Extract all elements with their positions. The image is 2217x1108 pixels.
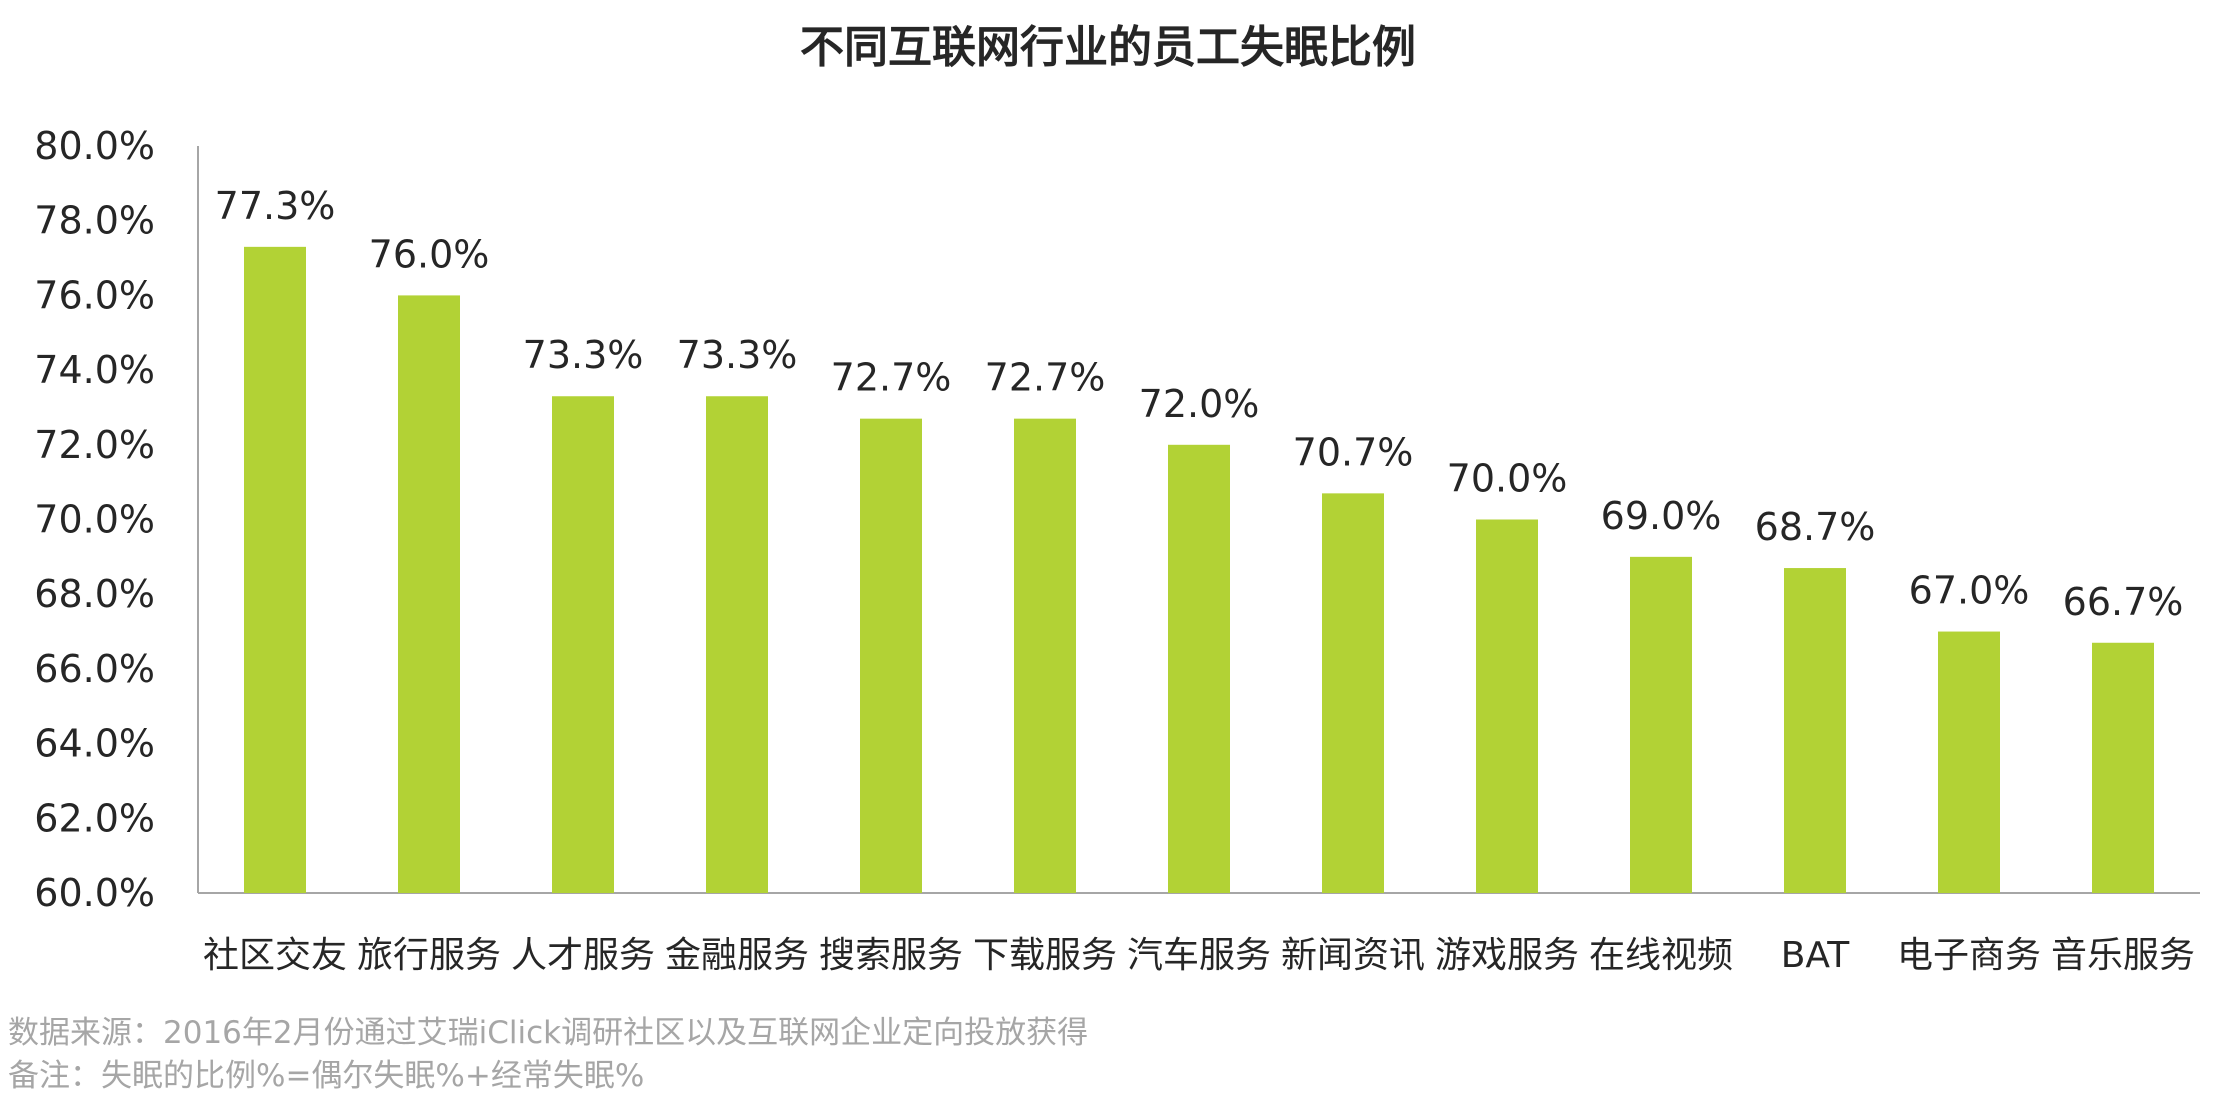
bar bbox=[1938, 631, 2000, 893]
y-tick-label: 76.0% bbox=[34, 273, 155, 317]
bar bbox=[552, 396, 614, 893]
bar bbox=[706, 396, 768, 893]
x-tick-label: 旅行服务 bbox=[357, 935, 501, 976]
data-label: 68.7% bbox=[1755, 505, 1876, 549]
data-label: 77.3% bbox=[215, 184, 336, 228]
y-tick-label: 66.0% bbox=[34, 647, 155, 691]
x-tick-label: 下载服务 bbox=[973, 935, 1117, 976]
data-label: 72.0% bbox=[1139, 382, 1260, 426]
x-tick-label: 音乐服务 bbox=[2051, 935, 2195, 976]
chart-title: 不同互联网行业的员工失眠比例 bbox=[800, 22, 1416, 73]
x-tick-label: BAT bbox=[1781, 935, 1851, 976]
x-tick-label: 社区交友 bbox=[203, 935, 347, 976]
x-tick-label: 汽车服务 bbox=[1127, 935, 1271, 976]
bar bbox=[1630, 556, 1692, 893]
data-label: 72.7% bbox=[985, 356, 1106, 400]
data-label: 73.3% bbox=[523, 333, 644, 377]
bar bbox=[1784, 568, 1846, 893]
x-tick-label: 电子商务 bbox=[1897, 935, 2041, 976]
chart-notes: 数据来源：2016年2月份通过艾瑞iClick调研社区以及互联网企业定向投放获得… bbox=[8, 1012, 1088, 1098]
x-tick-label: 新闻资讯 bbox=[1281, 935, 1425, 976]
y-axis-ticks: 60.0% 62.0% 64.0% 66.0% 68.0% 70.0% 72.0% 74.0%… bbox=[34, 124, 155, 915]
y-tick-label: 60.0% bbox=[34, 871, 155, 915]
bar bbox=[1014, 418, 1076, 893]
x-axis-ticks: 社区交友 旅行服务 人才服务 金融服务 搜索服务 下载服务 汽车服务 新闻资讯 游戏服务 在线视频… bbox=[203, 935, 2195, 976]
bars bbox=[244, 246, 2154, 894]
source-note: 数据来源：2016年2月份通过艾瑞iClick调研社区以及互联网企业定向投放获得 bbox=[8, 1015, 1089, 1051]
data-label: 67.0% bbox=[1909, 569, 2030, 613]
data-label: 72.7% bbox=[831, 356, 952, 400]
x-tick-label: 人才服务 bbox=[511, 935, 655, 976]
data-label: 70.7% bbox=[1293, 430, 1414, 474]
y-tick-label: 80.0% bbox=[34, 124, 155, 168]
data-label: 76.0% bbox=[369, 232, 490, 276]
bar bbox=[860, 418, 922, 893]
y-tick-label: 68.0% bbox=[34, 572, 155, 616]
data-label: 73.3% bbox=[677, 333, 798, 377]
data-label: 66.7% bbox=[2063, 580, 2184, 624]
bar bbox=[244, 246, 306, 894]
remark-note: 备注：失眠的比例%=偶尔失眠%+经常失眠% bbox=[8, 1058, 645, 1094]
y-tick-label: 78.0% bbox=[34, 199, 155, 243]
y-tick-label: 62.0% bbox=[34, 796, 155, 840]
x-tick-label: 金融服务 bbox=[665, 935, 809, 976]
y-tick-label: 70.0% bbox=[34, 498, 155, 542]
bar bbox=[1322, 493, 1384, 893]
y-tick-label: 74.0% bbox=[34, 348, 155, 392]
bar bbox=[398, 295, 460, 893]
x-tick-label: 在线视频 bbox=[1589, 935, 1733, 976]
data-labels: 77.3% 76.0% 73.3% 73.3% 72.7% 72.7% 72.0% 70.7%… bbox=[215, 184, 2184, 624]
data-label: 70.0% bbox=[1447, 457, 1568, 501]
bar bbox=[1476, 519, 1538, 893]
x-tick-label: 搜索服务 bbox=[819, 935, 963, 976]
y-tick-label: 64.0% bbox=[34, 722, 155, 766]
y-tick-label: 72.0% bbox=[34, 423, 155, 467]
data-label: 69.0% bbox=[1601, 494, 1722, 538]
bar bbox=[2092, 642, 2154, 893]
x-tick-label: 游戏服务 bbox=[1435, 935, 1579, 976]
bar bbox=[1168, 444, 1230, 893]
